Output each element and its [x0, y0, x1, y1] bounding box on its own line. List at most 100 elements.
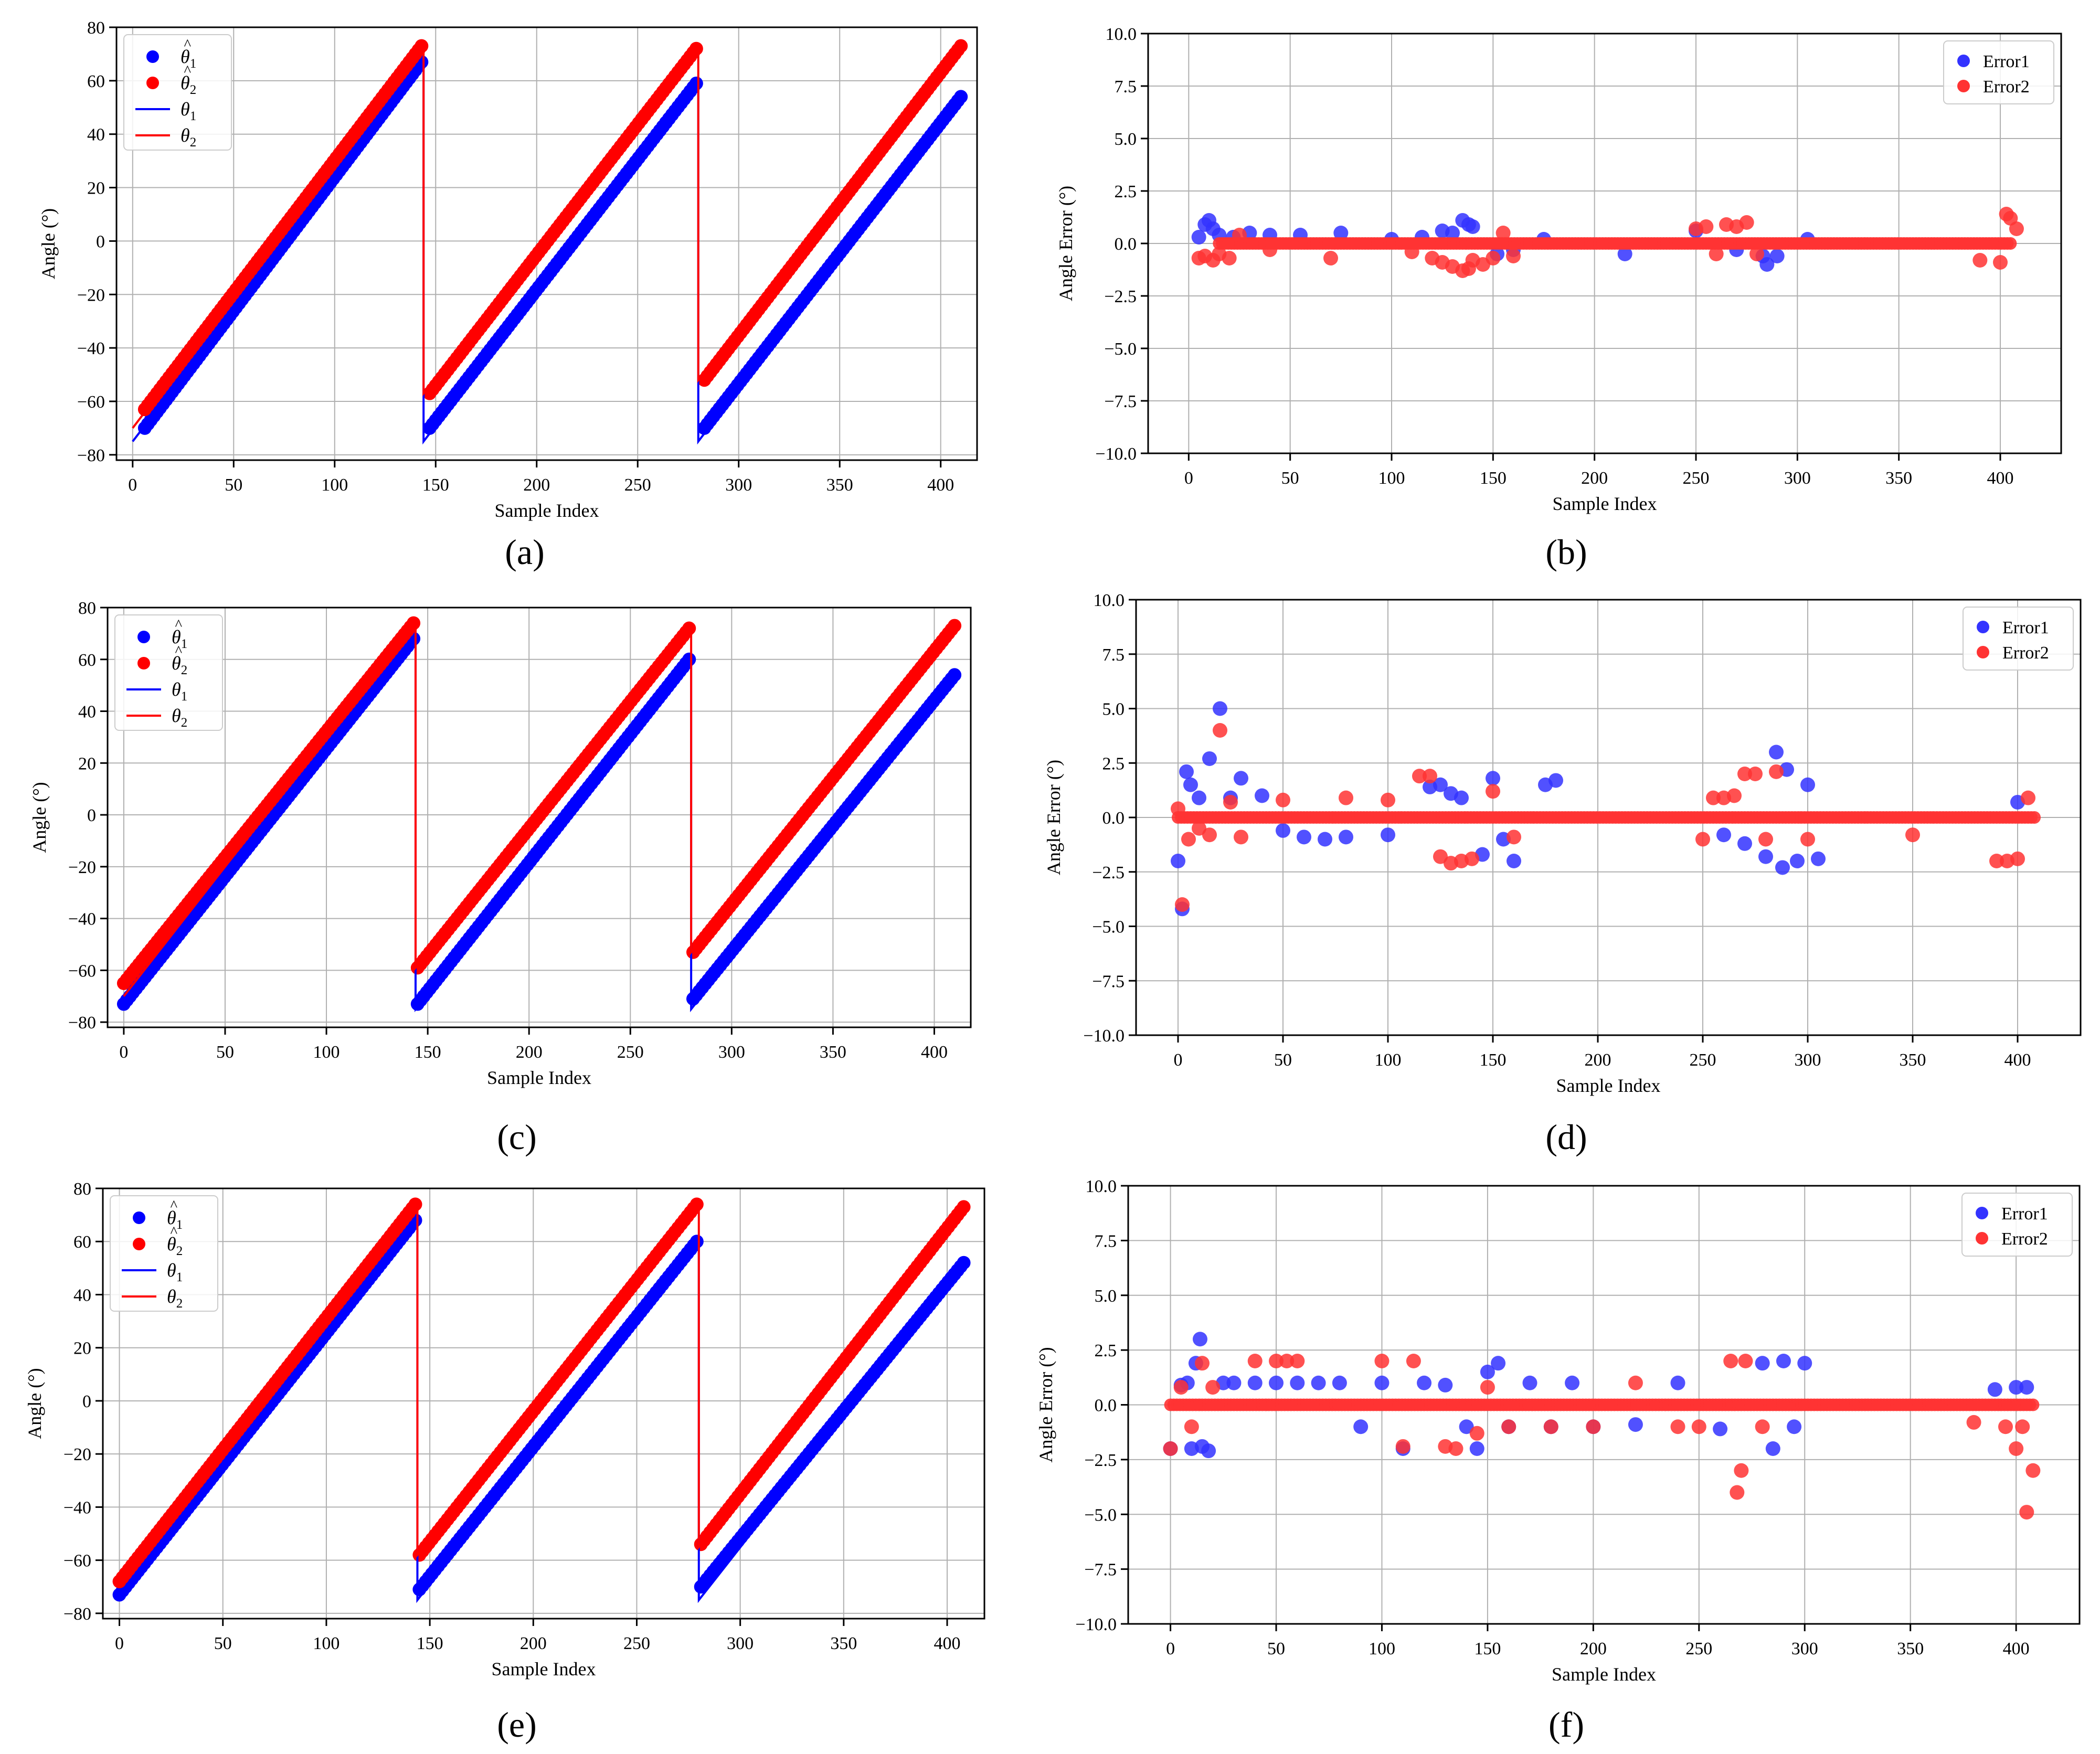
series-layer	[1191, 207, 2024, 278]
data-point	[1433, 849, 1448, 864]
data-point	[2019, 1380, 2034, 1395]
x-tick-label: 250	[1690, 1050, 1716, 1070]
legend-marker	[1976, 1232, 1988, 1245]
data-point	[1769, 745, 1784, 760]
data-point	[1522, 1375, 1537, 1390]
data-point	[1628, 1417, 1643, 1432]
axes-frame	[115, 26, 978, 461]
legend-label-2: Error2	[2001, 1229, 2048, 1249]
y-tick-label: −2.5	[1104, 287, 1137, 306]
x-tick-label: 0	[115, 1634, 124, 1653]
data-point	[1465, 851, 1479, 866]
legend-label-1: Error1	[2001, 1204, 2048, 1224]
legend-label-2: θ2	[167, 1234, 183, 1258]
data-point	[1695, 832, 1710, 847]
x-tick-label: 0	[1184, 469, 1193, 488]
data-point	[1486, 771, 1500, 786]
data-point	[1469, 1426, 1484, 1441]
y-tick-label: −7.5	[1092, 972, 1125, 991]
y-tick-label: 0	[96, 232, 105, 251]
data-point	[1192, 1332, 1207, 1347]
y-tick-label: −60	[63, 1551, 91, 1571]
y-tick-label: 0	[82, 1392, 91, 1411]
data-point	[1790, 854, 1805, 868]
y-axis-label: Angle (°)	[24, 1368, 45, 1439]
legend-marker	[137, 657, 150, 669]
y-tick-label: 40	[87, 125, 105, 145]
data-point	[1769, 249, 1785, 263]
panel-e: 0 50 100 150 200 250 300 350 400 −80 −60 −40 −20 0 20 4…	[24, 1179, 985, 1679]
data-point	[1730, 1485, 1745, 1500]
legend-label-1: θ1	[172, 626, 187, 651]
panel-d: 0 50 100 150 200 250 300 350 400 −10.0 −7.5 −5.0 −2.…	[1043, 591, 2082, 1096]
legend-label-2: Error2	[1983, 77, 2030, 97]
y-tick-label: −10.0	[1083, 1026, 1125, 1046]
data-point	[2009, 221, 2024, 236]
panel-f: 0 50 100 150 200 250 300 350 400 −10.0 −7.5 −5.0 −2.…	[1035, 1177, 2081, 1685]
x-tick-label: 400	[2003, 1639, 2030, 1659]
legend-label-1-hat: ^	[184, 36, 191, 53]
data-point	[1247, 1354, 1263, 1368]
data-point	[1749, 247, 1764, 261]
x-tick-label: 150	[1474, 1639, 1501, 1659]
y-tick-label: −80	[63, 1604, 91, 1624]
x-tick-label: 0	[119, 1043, 128, 1062]
data-point	[1179, 764, 1194, 779]
y-tick-label: −80	[77, 446, 105, 465]
legend-label-2: θ2	[181, 72, 196, 97]
data-point	[1993, 255, 2008, 270]
data-point	[1748, 767, 1763, 781]
data-point	[1691, 1419, 1706, 1434]
y-tick-label: 40	[78, 703, 96, 722]
x-tick-label: 50	[1281, 469, 1299, 488]
data-point	[1776, 1354, 1791, 1368]
data-point	[1290, 1354, 1305, 1368]
series-layer	[112, 1197, 971, 1603]
x-tick-label: 350	[830, 1634, 857, 1653]
data-point	[1412, 769, 1427, 784]
data-point	[1905, 827, 1920, 843]
data-point	[2025, 1463, 2041, 1478]
data-point	[1423, 769, 1437, 784]
x-tick-label: 150	[1480, 469, 1507, 488]
data-point	[1797, 1356, 1812, 1371]
y-tick-label: −40	[68, 910, 96, 929]
y-tick-label: −5.0	[1084, 1505, 1117, 1525]
data-point	[1163, 1441, 1178, 1456]
data-point	[1323, 251, 1338, 265]
data-point	[1727, 788, 1742, 803]
y-tick-label: 2.5	[1102, 754, 1125, 773]
axes-frame	[107, 607, 972, 1028]
data-point	[1496, 226, 1511, 240]
data-point	[1269, 1354, 1284, 1368]
legend: Error1 Error2	[1963, 607, 2074, 671]
x-tick-label: 400	[921, 1043, 948, 1062]
baseline-point	[2028, 811, 2041, 824]
x-tick-label: 100	[321, 475, 348, 495]
x-tick-label: 300	[1795, 1050, 1821, 1070]
data-point	[1459, 1419, 1474, 1434]
legend-label-3: θ1	[181, 99, 196, 123]
data-point	[1353, 1419, 1369, 1434]
x-tick-label: 50	[216, 1043, 234, 1062]
y-tick-label: 0.0	[1115, 235, 1137, 254]
x-axis-label: Sample Index	[1552, 1664, 1656, 1685]
data-point	[1192, 790, 1206, 805]
data-point	[1480, 1364, 1495, 1379]
data-point	[407, 616, 421, 630]
legend: Error1 Error2	[1943, 40, 2054, 104]
data-point	[1759, 257, 1775, 272]
data-point	[1709, 247, 1724, 261]
x-tick-label: 50	[1274, 1050, 1292, 1070]
y-tick-label: 40	[73, 1285, 91, 1305]
x-tick-label: 300	[727, 1634, 754, 1653]
x-tick-label: 150	[1480, 1050, 1507, 1070]
panel-label-f: (f)	[1549, 1705, 1584, 1745]
y-tick-label: −20	[77, 285, 105, 305]
y-axis-label: Angle (°)	[29, 782, 50, 853]
y-tick-label: −60	[68, 961, 96, 981]
data-point	[1438, 1377, 1453, 1392]
